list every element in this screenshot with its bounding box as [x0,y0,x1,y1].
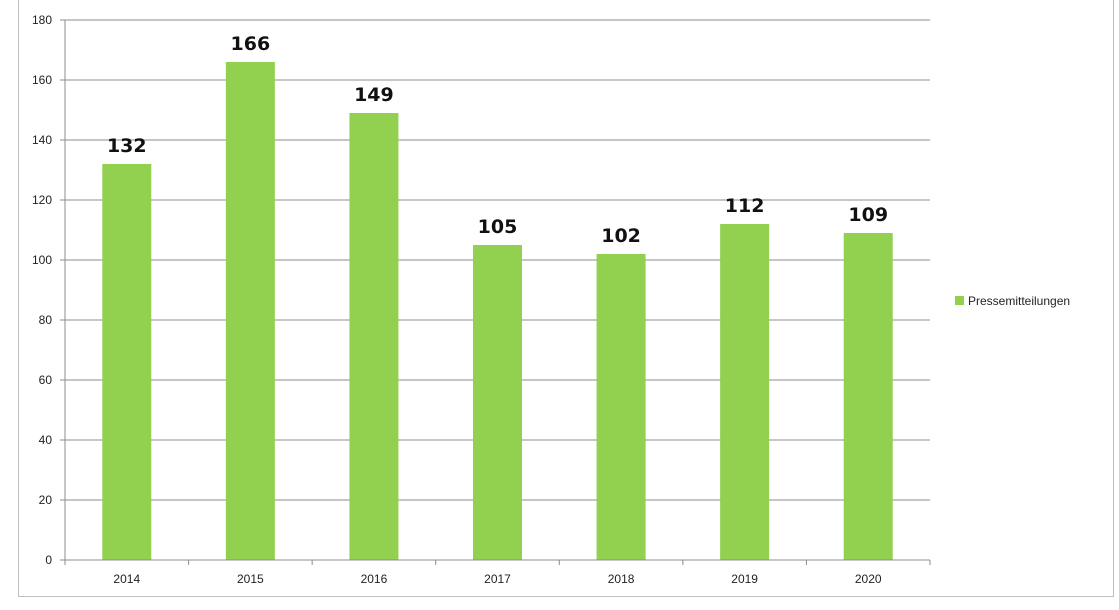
y-tick-label-160: 160 [32,73,52,87]
y-axis-ticks: 0 20 40 60 80 100 120 140 160 180 [32,13,65,567]
x-tick-label-2018: 2018 [608,572,635,586]
data-label-2018: 102 [601,225,641,247]
x-tick-label-2020: 2020 [855,572,882,586]
data-label-2016: 149 [354,84,394,106]
bars [102,62,893,560]
x-tick-label-2017: 2017 [484,572,511,586]
x-tick-label-2015: 2015 [237,572,264,586]
x-axis-ticks: 2014 2015 2016 2017 2018 2019 2020 [64,560,931,586]
data-label-2014: 132 [107,135,147,157]
bar-2020 [843,233,893,560]
bar-2014 [102,164,152,560]
bar-2018 [596,254,646,560]
y-tick-label-180: 180 [32,13,52,27]
bar-2015 [225,62,275,560]
x-tick-label-2019: 2019 [731,572,758,586]
axes [64,20,930,561]
x-tick-label-2014: 2014 [113,572,140,586]
x-tick-label-2016: 2016 [361,572,388,586]
data-label-2020: 109 [848,204,888,226]
chart-frame [18,0,1114,597]
legend-swatch [955,296,964,305]
y-tick-label-80: 80 [39,313,53,327]
legend: Pressemitteilungen [955,294,1070,308]
y-tick-label-0: 0 [45,553,52,567]
legend-label-pressemitteilungen: Pressemitteilungen [968,294,1070,308]
y-tick-label-120: 120 [32,193,52,207]
y-tick-label-60: 60 [39,373,53,387]
bar-2016 [349,113,399,560]
y-tick-label-100: 100 [32,253,52,267]
data-label-2015: 166 [231,33,271,55]
data-label-2017: 105 [478,216,518,238]
bar-2017 [473,245,522,560]
bar-2019 [720,224,770,560]
y-tick-label-20: 20 [39,493,53,507]
data-label-2019: 112 [725,195,765,217]
y-tick-label-140: 140 [32,133,52,147]
data-labels: 132 166 149 105 102 112 109 [107,33,888,247]
y-tick-label-40: 40 [39,433,53,447]
